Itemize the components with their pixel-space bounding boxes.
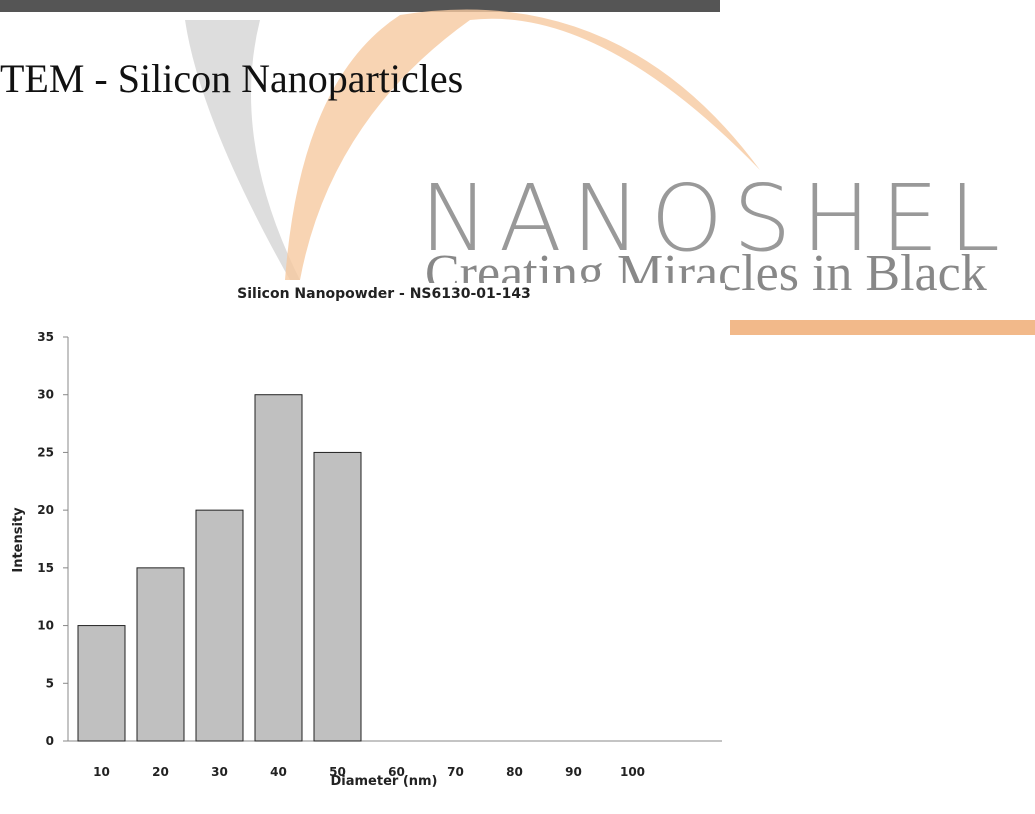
y-tick-label: 25 xyxy=(37,445,54,459)
y-tick-label: 35 xyxy=(37,330,54,344)
x-tick-label: 100 xyxy=(620,765,645,779)
x-tick-label: 90 xyxy=(565,765,582,779)
y-tick-label: 10 xyxy=(37,619,54,633)
x-tick-label: 70 xyxy=(447,765,464,779)
page-heading: TEM - Silicon Nanoparticles xyxy=(0,56,463,101)
y-tick-label: 30 xyxy=(37,388,54,402)
chart-title: Silicon Nanopowder - NS6130-01-143 xyxy=(237,286,531,302)
bar xyxy=(255,395,302,741)
x-tick-label: 50 xyxy=(329,765,346,779)
y-tick-label: 0 xyxy=(46,734,54,748)
x-tick-label: 20 xyxy=(152,765,169,779)
x-tick-label: 10 xyxy=(93,765,110,779)
y-tick-label: 5 xyxy=(46,676,54,690)
page-canvas: TEM - Silicon Nanoparticles NANOSHEL Cre… xyxy=(0,0,1035,814)
y-tick-label: 20 xyxy=(37,503,54,517)
bar xyxy=(137,568,184,741)
y-axis-label: Intensity xyxy=(11,507,26,573)
logo-bar xyxy=(730,320,1035,335)
x-tick-label: 60 xyxy=(388,765,405,779)
x-tick-label: 30 xyxy=(211,765,228,779)
x-tick-label: 40 xyxy=(270,765,287,779)
tem-image-strip xyxy=(0,0,720,12)
page: TEM - Silicon Nanoparticles NANOSHEL Cre… xyxy=(0,0,1035,814)
bar xyxy=(314,452,361,741)
x-tick-label: 80 xyxy=(506,765,523,779)
x-axis-label: Diameter (nm) xyxy=(330,774,437,789)
bar xyxy=(196,510,243,741)
bar xyxy=(78,626,125,741)
y-tick-label: 15 xyxy=(37,561,54,575)
